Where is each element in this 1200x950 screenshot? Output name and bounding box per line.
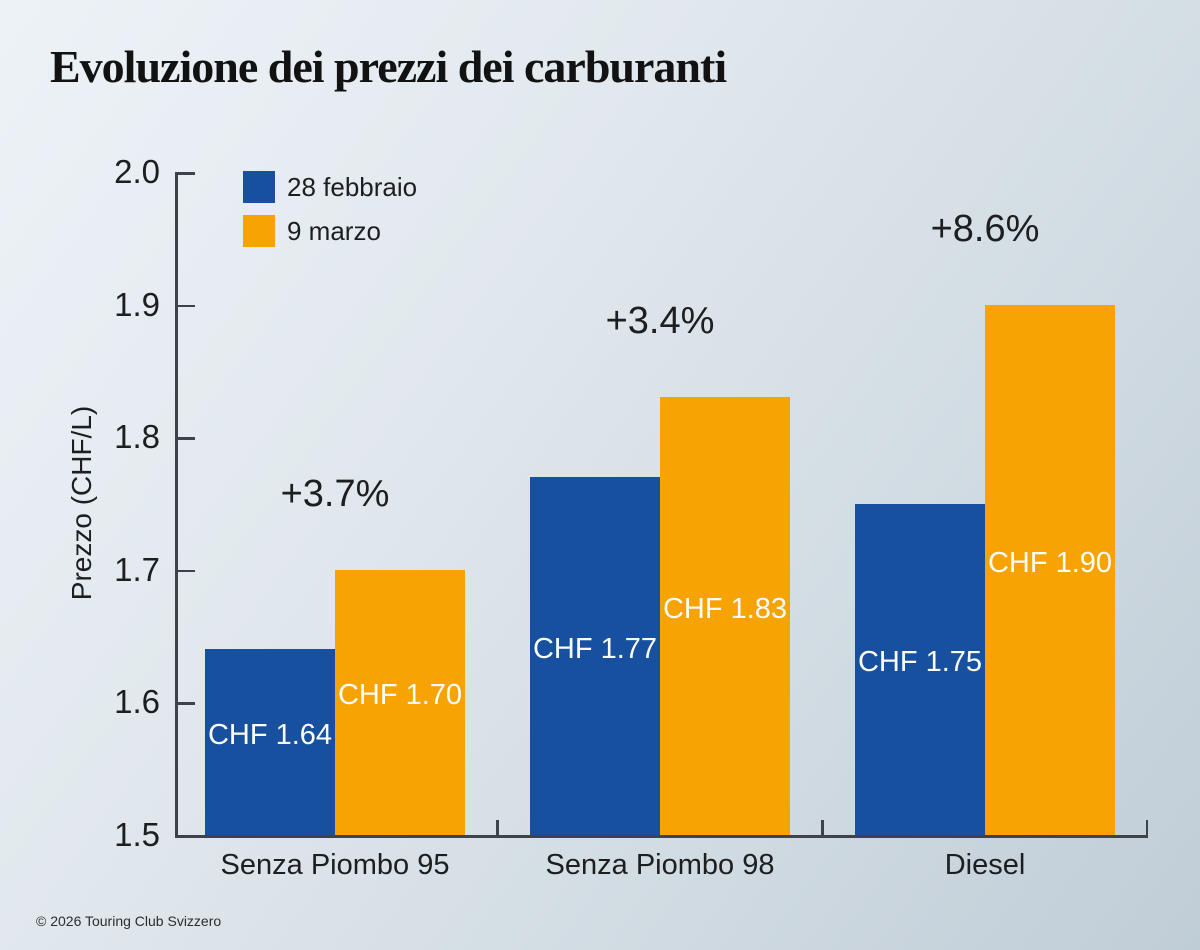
bar-segment <box>335 569 465 835</box>
bar-value-label: CHF 1.70 <box>337 679 463 712</box>
legend-item: 9 marzo <box>243 215 417 247</box>
bar-segment <box>660 397 790 835</box>
y-tick-label: 2.0 <box>114 153 160 190</box>
y-tick <box>175 172 195 175</box>
y-tick <box>175 702 195 705</box>
copyright-notice: © 2026 Touring Club Svizzero <box>36 913 222 929</box>
y-tick-label: 1.6 <box>114 683 160 721</box>
y-tick-label: 1.5 <box>114 816 160 853</box>
legend-label: 9 marzo <box>287 215 381 246</box>
legend-color-swatch <box>243 215 275 247</box>
x-tick <box>821 820 824 835</box>
y-tick <box>175 569 195 573</box>
chart-title: Evoluzione dei prezzi dei carburanti <box>50 41 727 92</box>
bar-segment <box>530 476 660 835</box>
bar-value-label: CHF 1.75 <box>857 646 983 679</box>
legend-color-swatch <box>243 171 275 203</box>
legend-label: 28 febbraio <box>287 171 418 202</box>
bar-value-label: CHF 1.77 <box>532 632 658 665</box>
legend-item: 28 febbraio <box>243 171 417 203</box>
y-tick-label: 1.9 <box>114 285 160 323</box>
bar-segment <box>855 503 985 835</box>
bar-segment <box>205 649 335 835</box>
category-label: Diesel <box>944 849 1026 881</box>
y-axis-line <box>175 172 178 838</box>
pct-change-label: +3.4% <box>605 300 715 343</box>
bar-value-label: CHF 1.83 <box>662 593 788 626</box>
bar-value-label: CHF 1.64 <box>207 719 333 752</box>
pct-change-label: +8.6% <box>930 207 1040 250</box>
x-axis-line <box>175 835 1148 838</box>
legend: 28 febbraio 9 marzo <box>243 171 417 247</box>
y-tick-label: 1.7 <box>114 550 160 588</box>
x-tick <box>1145 820 1148 835</box>
bar-segment <box>985 304 1115 835</box>
bar-value-label: CHF 1.90 <box>987 546 1113 579</box>
category-label: Senza Piombo 95 <box>220 849 450 881</box>
y-tick <box>175 437 195 440</box>
x-tick <box>496 820 499 835</box>
category-label: Senza Piombo 98 <box>545 849 775 881</box>
y-tick-label: 1.8 <box>114 418 160 456</box>
pct-change-label: +3.7% <box>280 472 390 515</box>
y-tick <box>175 304 195 308</box>
